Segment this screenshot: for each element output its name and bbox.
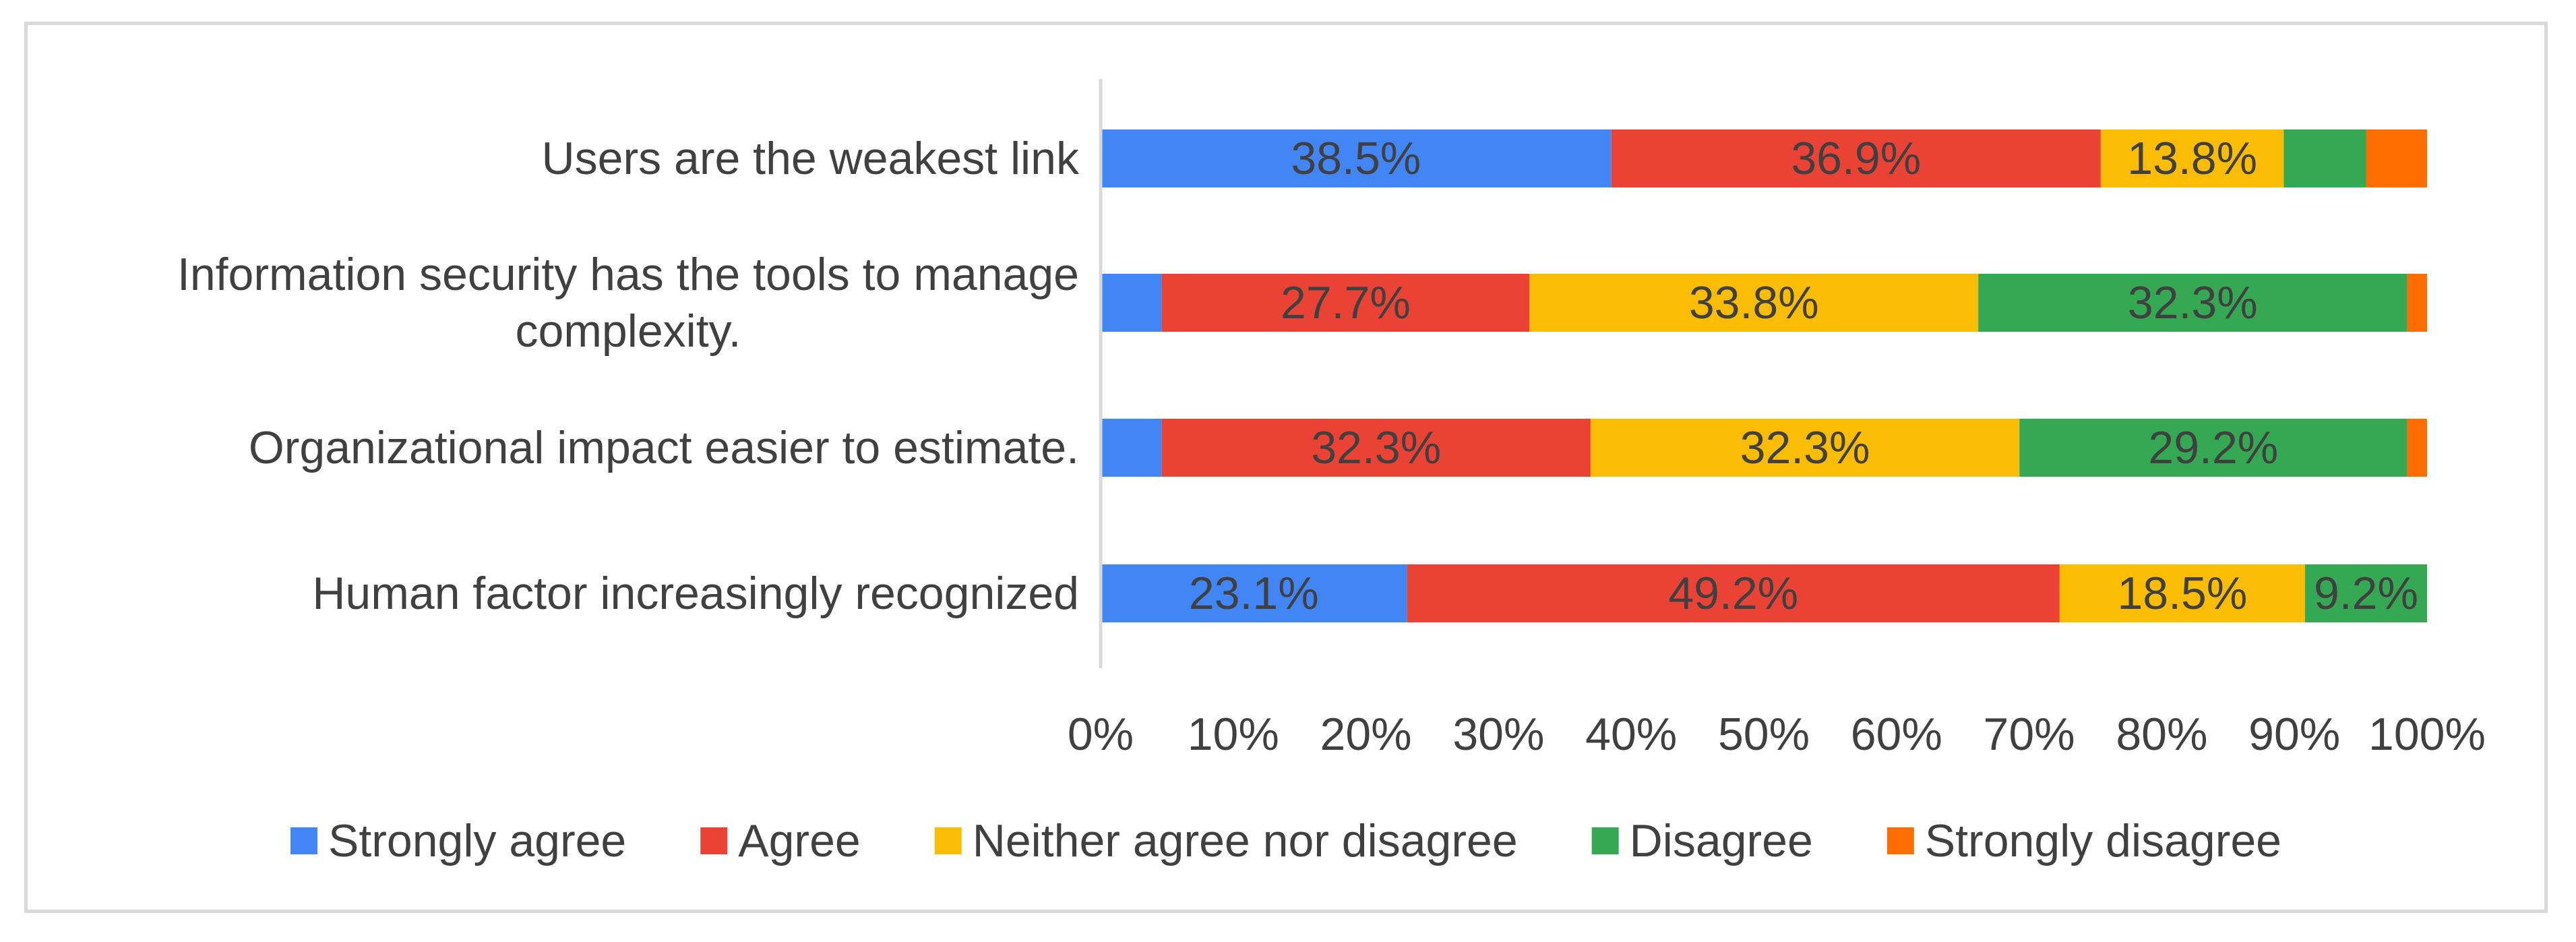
data-label: 38.5% <box>1291 133 1421 184</box>
x-tick-label: 40% <box>1585 709 1677 760</box>
data-label: 49.2% <box>1668 568 1798 619</box>
bar-segment <box>2407 274 2427 332</box>
bar-segment <box>1101 564 1407 622</box>
data-label: 29.2% <box>2148 422 2278 473</box>
x-tick-label: 70% <box>1984 709 2075 760</box>
data-label: 27.7% <box>1281 277 1411 328</box>
bar-segment <box>2100 129 2284 187</box>
legend-item: Neither agree nor disagree <box>934 815 1518 866</box>
x-tick-label: 90% <box>2248 709 2340 760</box>
x-tick-label: 30% <box>1452 709 1544 760</box>
legend-swatch <box>1591 827 1619 854</box>
legend-swatch <box>290 827 317 854</box>
bar-segment <box>2283 129 2366 187</box>
bar-segment <box>1161 274 1530 332</box>
chart-frame: 38.5% 36.9% 13.8% 27.7% 33.8% 32.3% 32.3% 32.3%… <box>24 22 2548 913</box>
bar-segment <box>1978 274 2408 332</box>
legend: Strongly agree Agree Neither agree nor dis… <box>290 815 2281 866</box>
data-label: 32.3% <box>2128 277 2258 328</box>
bar-segment <box>1101 419 1162 477</box>
legend-swatch <box>1887 827 1914 854</box>
legend-item: Disagree <box>1591 815 1813 866</box>
x-tick-label: 100% <box>2368 709 2486 760</box>
legend-item: Strongly disagree <box>1887 815 2281 866</box>
data-label: 36.9% <box>1791 133 1921 184</box>
data-label: 18.5% <box>2117 568 2247 619</box>
legend-item: Strongly agree <box>290 815 626 866</box>
bar-segment <box>2304 564 2427 622</box>
legend-label: Strongly disagree <box>1925 815 2281 866</box>
data-label: 13.8% <box>2127 133 2257 184</box>
data-label: 23.1% <box>1189 568 1319 619</box>
category-label: Human factor increasingly recognized <box>312 568 1079 619</box>
legend-label: Strongly agree <box>328 815 626 866</box>
legend-item: Agree <box>700 815 861 866</box>
x-tick-label: 50% <box>1718 709 1810 760</box>
bar-segment <box>2407 419 2427 477</box>
data-label: 32.3% <box>1311 422 1441 473</box>
x-tick-label: 60% <box>1851 709 1942 760</box>
legend-label: Neither agree nor disagree <box>973 815 1518 866</box>
data-label: 32.3% <box>1740 422 1870 473</box>
bar-segment <box>1407 564 2060 622</box>
x-tick-label: 0% <box>1068 709 1134 760</box>
bar-segment <box>2366 129 2427 187</box>
bar-segment <box>1611 129 2101 187</box>
legend-swatch <box>934 827 962 854</box>
x-ticks-layer: 0% 10% 20% 30% 40% 50% 60% 70% 80% 90% 100% <box>1068 709 2486 760</box>
bar-segment <box>1101 129 1612 187</box>
category-label: complexity. <box>515 305 741 357</box>
legend-label: Agree <box>738 815 860 866</box>
x-tick-label: 10% <box>1188 709 1279 760</box>
bar-segment <box>1590 419 2020 477</box>
legend-label: Disagree <box>1630 815 1813 866</box>
x-tick-label: 20% <box>1320 709 1412 760</box>
category-label: Information security has the tools to ma… <box>177 249 1079 300</box>
data-label: 9.2% <box>2314 568 2418 619</box>
category-labels-layer: Users are the weakest link Information se… <box>177 133 1080 619</box>
bar-segment <box>2019 419 2408 477</box>
bar-segment <box>1529 274 1979 332</box>
x-tick-label: 80% <box>2116 709 2207 760</box>
value-labels-layer: 38.5% 36.9% 13.8% 27.7% 33.8% 32.3% 32.3% 32.3%… <box>1189 133 2418 619</box>
bars-layer <box>1101 129 2427 622</box>
category-label: Organizational impact easier to estimate… <box>249 422 1079 473</box>
data-label: 33.8% <box>1689 277 1819 328</box>
legend-swatch <box>700 827 728 854</box>
bar-segment <box>2059 564 2305 622</box>
bar-segment <box>1161 419 1591 477</box>
category-label: Users are the weakest link <box>542 133 1080 184</box>
bar-segment <box>1101 274 1162 332</box>
stacked-bar-chart: 38.5% 36.9% 13.8% 27.7% 33.8% 32.3% 32.3% 32.3%… <box>177 79 2486 866</box>
